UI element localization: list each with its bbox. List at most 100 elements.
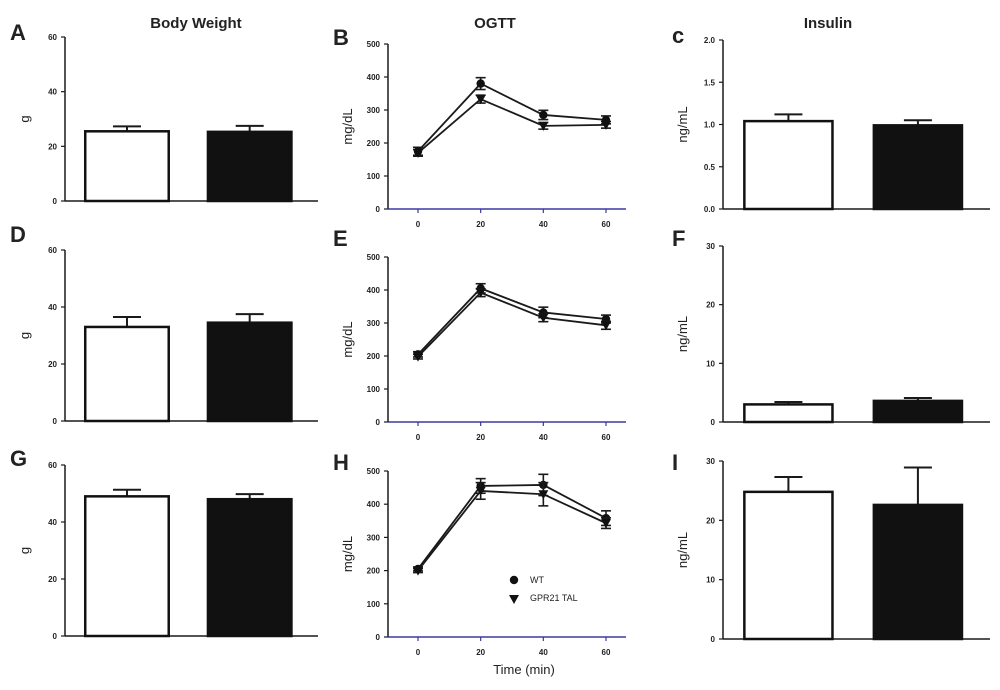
panel-I: I 0 10 20 30 ng/mL xyxy=(672,450,990,644)
panel-letter: A xyxy=(10,20,26,45)
y-tick-label: 30 xyxy=(706,242,715,251)
y-tick-label: 0 xyxy=(53,632,58,641)
x-tick-label: 40 xyxy=(539,648,548,657)
panel-G: G 0 20 40 60 g xyxy=(10,446,318,641)
bar-wt xyxy=(83,325,170,423)
y-tick-label: 100 xyxy=(367,600,381,609)
x-tick-label: 20 xyxy=(476,648,485,657)
y-tick-label: 10 xyxy=(706,576,715,585)
x-tick-label: 60 xyxy=(602,648,611,657)
y-tick-label: 1.0 xyxy=(704,121,716,130)
y-tick-label: 0 xyxy=(53,197,58,206)
legend-label-wt: WT xyxy=(530,575,544,585)
panel-D: D 0 20 40 60 g xyxy=(10,222,318,426)
panel-F: F 0 10 20 30 ng/mL xyxy=(672,226,990,427)
point-gpr21-tal xyxy=(601,519,611,529)
panel-H: H 0 100 200 300 400 500 mg/dL 0 20 40 60 WT GPR21 TAL… xyxy=(333,450,626,677)
panel-letter: D xyxy=(10,222,26,247)
series-line-gpr21-tal xyxy=(417,98,607,154)
y-tick-label: 60 xyxy=(48,246,57,255)
panel-E: E 0 100 200 300 400 500 mg/dL 0 20 40 60 xyxy=(333,226,626,442)
bar-wt xyxy=(83,495,170,638)
series-line-gpr21-tal xyxy=(417,291,607,358)
y-tick-label: 200 xyxy=(367,567,381,576)
bar-wt xyxy=(743,119,834,211)
panel-letter: B xyxy=(333,25,349,50)
y-axis-title: ng/mL xyxy=(675,106,690,142)
bar-gpr21-tal xyxy=(206,497,293,638)
panel-C: c 0.0 0.5 1.0 1.5 2.0 ng/mL xyxy=(672,23,990,214)
y-tick-label: 500 xyxy=(367,467,381,476)
y-tick-label: 400 xyxy=(367,500,381,509)
bar-gpr21-tal xyxy=(872,503,964,641)
x-tick-label: 60 xyxy=(602,433,611,442)
y-tick-label: 0 xyxy=(376,633,381,642)
point-gpr21-tal xyxy=(538,121,549,131)
y-tick-label: 2.0 xyxy=(704,36,716,45)
y-tick-label: 20 xyxy=(48,575,57,584)
x-tick-label: 40 xyxy=(539,220,548,229)
point-gpr21-tal xyxy=(601,321,611,331)
point-gpr21-tal xyxy=(413,148,423,158)
panel-letter: H xyxy=(333,450,349,475)
panel-letter: G xyxy=(10,446,27,471)
bar-gpr21-tal xyxy=(206,130,293,203)
x-tick-label: 0 xyxy=(416,220,421,229)
panel-letter: I xyxy=(672,450,678,475)
x-axis-title: Time (min) xyxy=(493,662,555,677)
y-tick-label: 300 xyxy=(367,319,381,328)
bar-wt xyxy=(83,130,170,203)
y-tick-label: 20 xyxy=(48,360,57,369)
y-tick-label: 400 xyxy=(367,73,381,82)
point-gpr21-tal xyxy=(475,288,486,298)
y-tick-label: 0 xyxy=(376,418,381,427)
y-tick-label: 500 xyxy=(367,40,381,49)
series-line-wt xyxy=(417,484,607,570)
y-tick-label: 500 xyxy=(367,253,381,262)
y-tick-label: 400 xyxy=(367,286,381,295)
point-gpr21-tal xyxy=(601,120,611,130)
series-line-wt xyxy=(417,287,607,355)
y-axis-title: mg/dL xyxy=(340,321,355,357)
bar-gpr21-tal xyxy=(872,124,964,211)
series-line-wt xyxy=(417,82,607,152)
y-tick-label: 20 xyxy=(706,516,715,525)
panel-letter: F xyxy=(672,226,685,251)
panel-letter: E xyxy=(333,226,348,251)
y-tick-label: 40 xyxy=(48,88,57,97)
legend-marker-gpr21-tal xyxy=(509,595,519,604)
y-tick-label: 300 xyxy=(367,533,381,542)
x-tick-label: 60 xyxy=(602,220,611,229)
y-tick-label: 20 xyxy=(706,301,715,310)
y-axis-title: g xyxy=(17,115,32,122)
bar-gpr21-tal xyxy=(872,399,964,424)
y-axis-title: ng/mL xyxy=(675,532,690,568)
x-tick-label: 0 xyxy=(416,648,421,657)
bar-wt xyxy=(743,490,834,641)
y-tick-label: 0.0 xyxy=(704,205,716,214)
y-tick-label: 0 xyxy=(711,418,716,427)
y-tick-label: 20 xyxy=(48,142,57,151)
point-gpr21-tal xyxy=(475,486,486,496)
panel-letter: c xyxy=(672,23,684,48)
y-tick-label: 40 xyxy=(48,518,57,527)
x-tick-label: 20 xyxy=(476,220,485,229)
y-tick-label: 200 xyxy=(367,352,381,361)
bar-wt xyxy=(743,403,834,424)
y-tick-label: 10 xyxy=(706,359,715,368)
y-tick-label: 0 xyxy=(53,417,58,426)
y-tick-label: 100 xyxy=(367,385,381,394)
point-wt xyxy=(476,79,485,88)
y-tick-label: 0 xyxy=(711,635,716,644)
x-tick-label: 0 xyxy=(416,433,421,442)
legend-label-gpr21-tal: GPR21 TAL xyxy=(530,593,578,603)
y-tick-label: 60 xyxy=(48,33,57,42)
series-line-gpr21-tal xyxy=(417,489,607,572)
column-title-insulin: Insulin xyxy=(804,15,852,32)
legend-marker-wt xyxy=(509,575,519,585)
panel-A: A 0 20 40 60 g xyxy=(10,20,318,206)
bar-gpr21-tal xyxy=(206,321,293,423)
point-gpr21-tal xyxy=(538,313,549,323)
y-axis-title: ng/mL xyxy=(675,316,690,352)
